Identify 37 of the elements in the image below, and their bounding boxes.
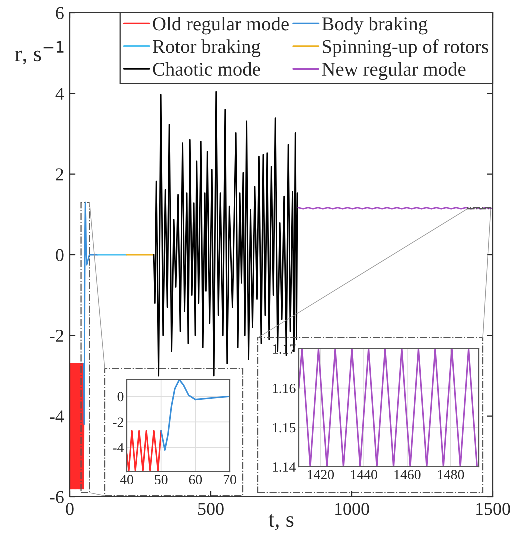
y-tick-label: 1.14 bbox=[273, 462, 296, 472]
x-tick-label: 1420 bbox=[308, 470, 334, 480]
y-tick-label: -6 bbox=[50, 491, 64, 504]
line-series bbox=[83, 202, 99, 426]
x-tick-label: 1440 bbox=[351, 470, 378, 480]
y-tick-label: 1.15 bbox=[273, 423, 296, 433]
line-series bbox=[160, 380, 230, 452]
y-tick-label: -2 bbox=[50, 330, 64, 342]
x-tick-label: 1500 bbox=[476, 503, 510, 516]
x-tick-label: 40 bbox=[120, 475, 134, 485]
x-tick-label: 1480 bbox=[438, 470, 464, 480]
line-series bbox=[153, 91, 298, 377]
y-tick-label: 4 bbox=[56, 88, 64, 100]
y-tick-label: -4 bbox=[50, 410, 64, 423]
legend-label: Old regular mode bbox=[153, 17, 289, 35]
x-tick-label: 50 bbox=[155, 475, 168, 485]
x-tick-label: 60 bbox=[189, 475, 202, 485]
y-axis-title: r, s$^{−1}$ bbox=[15, 42, 64, 65]
x-tick-label: 0 bbox=[66, 503, 74, 516]
x-axis-title: t, s bbox=[268, 514, 294, 530]
line-series bbox=[299, 349, 478, 467]
legend-label: Spinning-up of rotors bbox=[322, 40, 488, 58]
y-tick-label: 0 bbox=[56, 249, 64, 262]
y-tick-label: 6 bbox=[56, 7, 64, 20]
x-tick-label: 1460 bbox=[394, 470, 421, 480]
legend-label: Rotor braking bbox=[153, 40, 261, 58]
y-tick-label: 0 bbox=[118, 392, 124, 402]
legend-label: New regular mode bbox=[322, 62, 466, 80]
legend-label: Body braking bbox=[322, 17, 428, 35]
x-tick-label: 1000 bbox=[336, 503, 370, 516]
legend-label: Chaotic mode bbox=[153, 62, 260, 76]
y-tick-label: -4 bbox=[113, 443, 124, 453]
y-tick-label: -2 bbox=[113, 418, 124, 427]
y-tick-label: 2 bbox=[56, 168, 64, 181]
x-tick-label: 500 bbox=[198, 503, 224, 516]
x-tick-label: 70 bbox=[224, 475, 236, 485]
y-tick-label: 1.16 bbox=[273, 384, 296, 394]
